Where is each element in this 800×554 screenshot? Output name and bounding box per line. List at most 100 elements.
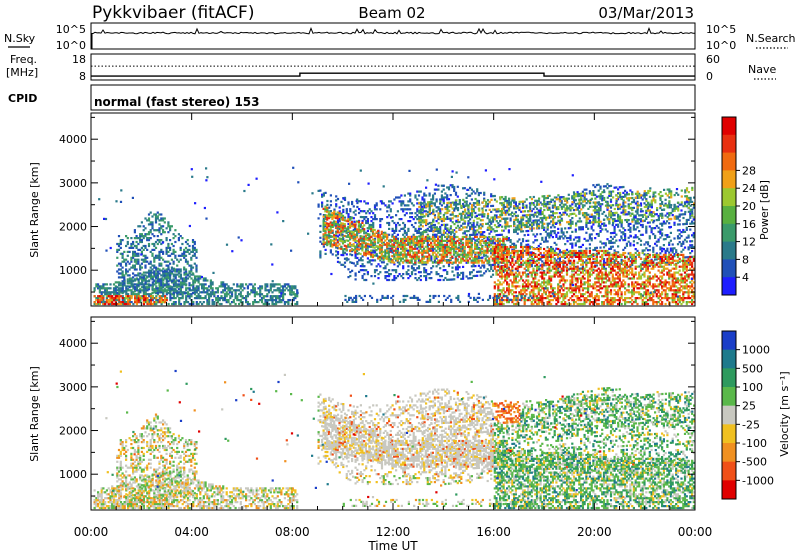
power-cell [137,260,140,263]
power-cell [149,277,153,280]
power-cell [426,243,429,246]
power-cell [613,227,616,230]
power-cell [174,235,177,238]
power-cell [428,194,431,197]
power-cell [419,218,422,221]
power-cell [127,293,130,296]
power-cell [163,274,166,277]
power-cell [465,234,468,237]
power-cell [144,301,147,304]
power-cell [435,273,438,276]
power-cell [329,249,332,252]
power-cell [472,231,475,234]
power-cell [163,270,166,273]
power-cell [345,249,348,252]
power-cell [153,288,156,291]
power-cell [477,256,480,260]
power-cell [341,230,345,233]
power-cell [144,235,147,238]
power-cell [437,247,440,250]
power-cell [521,218,525,221]
power-cell [354,209,357,212]
power-cell [167,268,170,271]
power-cell [162,295,165,298]
power-cell [456,235,459,239]
power-cell [151,271,154,274]
power-cell [215,291,218,294]
power-cell [419,210,422,213]
power-cell [336,247,340,250]
power-cell [419,278,422,282]
power-cell [410,249,413,252]
power-cell [127,302,130,306]
power-cell [520,230,523,233]
power-cell [100,297,103,300]
power-cell [366,245,369,248]
power-cell [216,287,219,290]
power-cell [109,302,112,306]
power-cell [627,236,630,239]
power-cell [179,283,182,286]
power-cell [125,235,128,238]
power-cell [606,238,609,241]
power-cell [271,291,274,294]
power-cell [629,228,632,231]
power-cell [176,273,179,276]
power-cell [356,205,359,209]
power-cell [356,253,359,256]
power-cell [474,229,477,232]
power-cell [423,269,426,272]
power-cell [595,195,598,198]
power-cell [186,277,190,280]
power-cell [140,250,143,253]
power-cell [278,289,281,292]
power-cell [474,243,477,246]
power-cell [282,285,285,288]
power-cell [375,269,378,272]
power-cell [121,297,124,300]
power-cell [372,225,375,229]
power-cell [454,257,457,260]
power-cell [100,295,103,298]
power-cell [470,237,473,241]
power-cell [123,297,126,300]
power-cell [128,262,131,265]
power-cell [372,221,375,225]
power-cell [296,301,299,304]
power-cell [474,239,477,242]
power-cell [585,247,588,250]
power-cell [209,283,212,286]
power-cell [599,185,602,188]
power-cell [192,283,195,286]
power-cell [135,252,138,255]
power-cell [133,252,136,255]
power-cell [181,297,184,300]
power-cell [128,277,131,280]
power-cell [425,263,428,266]
power-cell [407,269,410,272]
power-cell [174,274,177,277]
power-cell [592,229,595,232]
power-cell [641,198,644,201]
power-cell [335,254,338,257]
power-cell [502,239,505,242]
power-cell [319,252,322,255]
power-cell [125,262,128,265]
power-cell [379,218,382,221]
power-cell [361,249,364,252]
power-cell [338,211,341,215]
power-cell [453,201,456,204]
power-cell [472,225,475,228]
power-cell [446,237,449,240]
power-cell [171,293,174,296]
power-cell [181,284,184,287]
power-cell [257,293,260,296]
power-cell [98,301,101,304]
power-cell [440,220,443,223]
power-cell [158,287,161,290]
power-cell [128,302,131,306]
power-cell [164,301,167,304]
power-cell [474,225,477,228]
power-cell [239,301,242,304]
power-cell [236,283,239,286]
